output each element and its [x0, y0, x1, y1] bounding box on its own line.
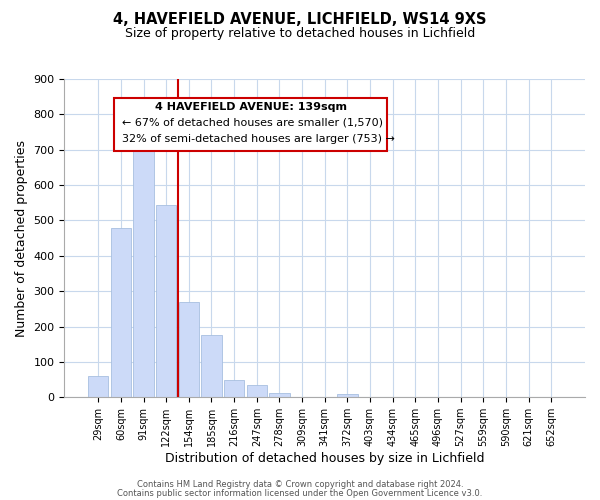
- Text: Contains HM Land Registry data © Crown copyright and database right 2024.: Contains HM Land Registry data © Crown c…: [137, 480, 463, 489]
- Bar: [156, 204, 176, 397]
- Bar: [133, 142, 154, 397]
- Bar: [337, 394, 358, 397]
- Text: Size of property relative to detached houses in Lichfield: Size of property relative to detached ho…: [125, 28, 475, 40]
- Text: 32% of semi-detached houses are larger (753) →: 32% of semi-detached houses are larger (…: [122, 134, 395, 143]
- Bar: [179, 302, 199, 397]
- X-axis label: Distribution of detached houses by size in Lichfield: Distribution of detached houses by size …: [165, 452, 484, 465]
- FancyBboxPatch shape: [114, 98, 387, 150]
- Bar: [111, 228, 131, 397]
- Bar: [269, 392, 290, 397]
- Bar: [247, 385, 267, 397]
- Bar: [201, 336, 221, 397]
- Bar: [88, 376, 109, 397]
- Y-axis label: Number of detached properties: Number of detached properties: [15, 140, 28, 336]
- Text: 4 HAVEFIELD AVENUE: 139sqm: 4 HAVEFIELD AVENUE: 139sqm: [155, 102, 347, 112]
- Bar: [224, 380, 244, 397]
- Text: 4, HAVEFIELD AVENUE, LICHFIELD, WS14 9XS: 4, HAVEFIELD AVENUE, LICHFIELD, WS14 9XS: [113, 12, 487, 28]
- Text: Contains public sector information licensed under the Open Government Licence v3: Contains public sector information licen…: [118, 488, 482, 498]
- Text: ← 67% of detached houses are smaller (1,570): ← 67% of detached houses are smaller (1,…: [122, 118, 383, 128]
